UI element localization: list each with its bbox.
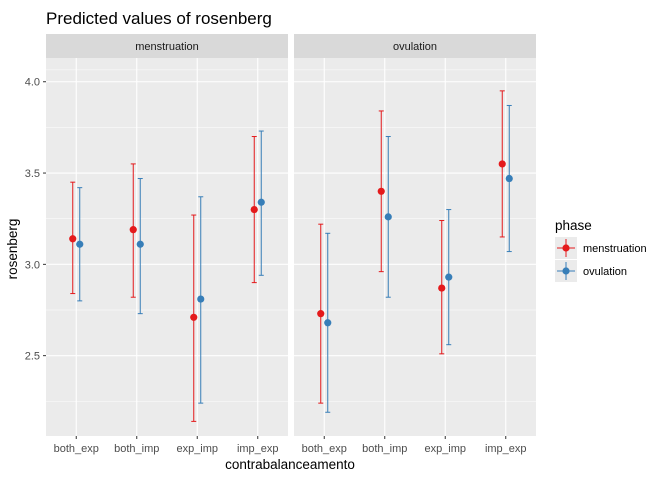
facet-strip	[294, 34, 536, 58]
data-point	[190, 313, 198, 321]
data-point	[324, 319, 332, 327]
legend-label: ovulation	[583, 266, 627, 278]
chart-title: Predicted values of rosenberg	[46, 9, 272, 28]
data-point	[445, 273, 453, 281]
legend-key-point	[562, 267, 570, 275]
x-tick-label: exp_imp	[424, 443, 466, 455]
legend-title: phase	[555, 218, 592, 233]
y-tick-label: 3.5	[25, 168, 40, 180]
data-point	[250, 205, 258, 214]
legend: phase menstruation ovulation	[555, 218, 647, 282]
data-point	[129, 226, 137, 234]
panel-menstruation: menstruation	[46, 34, 288, 436]
x-tick-label: both_imp	[114, 443, 159, 455]
legend-key-point	[562, 244, 570, 252]
legend-label: menstruation	[583, 243, 647, 255]
x-tick-label: both_exp	[302, 443, 347, 455]
facet-strip-label: menstruation	[135, 41, 199, 53]
series-menstruation	[69, 136, 258, 422]
data-point	[377, 187, 385, 195]
legend-item-menstruation: menstruation	[555, 237, 647, 259]
data-point	[384, 213, 392, 221]
data-point	[505, 174, 513, 183]
panel-background	[294, 58, 536, 436]
data-point	[76, 240, 84, 248]
x-tick-label: imp_exp	[485, 443, 527, 455]
series-ovulation	[324, 104, 513, 413]
x-tick-label: exp_imp	[176, 443, 218, 455]
legend-item-ovulation: ovulation	[555, 260, 627, 282]
y-tick-label: 4.0	[25, 77, 40, 89]
facet-strip-label: ovulation	[393, 41, 437, 53]
data-point	[257, 198, 265, 206]
panel-background	[46, 58, 288, 436]
x-tick-label: both_imp	[362, 443, 407, 455]
y-axis-title: rosenberg	[5, 219, 20, 280]
data-point	[136, 240, 144, 248]
x-tick-label: imp_exp	[237, 443, 279, 455]
data-point	[69, 235, 77, 243]
y-tick-label: 3.0	[25, 259, 40, 271]
data-point	[317, 310, 325, 318]
x-axis: both_exp both_imp exp_imp imp_exp both_exp bo…	[54, 436, 527, 455]
data-point	[197, 295, 205, 303]
series-menstruation	[317, 90, 506, 404]
facet-strip	[46, 34, 288, 58]
x-axis-title: contrabalanceamento	[225, 457, 355, 472]
panel-ovulation: ovulation	[294, 34, 536, 436]
y-tick-label: 2.5	[25, 351, 40, 363]
y-axis: 2.5 3.0 3.5 4.0	[25, 77, 46, 363]
series-ovulation	[76, 130, 265, 404]
data-point	[498, 160, 506, 168]
x-tick-label: both_exp	[54, 443, 99, 455]
data-point	[438, 284, 446, 292]
panels: menstruation ovulation	[46, 34, 536, 436]
